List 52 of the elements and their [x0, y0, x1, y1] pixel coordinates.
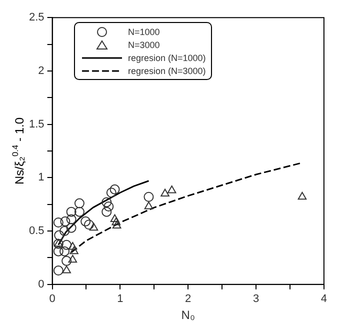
point	[54, 230, 64, 240]
point	[102, 197, 112, 208]
point	[53, 246, 64, 256]
y-tick-label: 2	[38, 64, 44, 77]
y-tick-label: 1	[38, 172, 44, 184]
legend-label: regresion (N=1000)	[128, 52, 206, 62]
legend-label: N=1000	[128, 26, 160, 36]
point	[102, 206, 112, 217]
point	[68, 242, 78, 250]
x-tick-label: 3	[252, 293, 260, 306]
legend-label: N=3000	[128, 40, 160, 50]
point	[66, 222, 76, 233]
point	[160, 188, 170, 196]
x-tick-label: 0	[49, 293, 56, 306]
point	[68, 254, 78, 263]
y-tick-label: 0.5	[28, 225, 44, 238]
line-series	[70, 162, 303, 254]
point	[144, 192, 154, 202]
point	[167, 185, 176, 194]
point	[74, 198, 84, 208]
y-axis-title: Ns/ξ₂0.4 - 1.0	[10, 117, 26, 185]
point	[106, 188, 116, 198]
x-tick-label: 2	[185, 293, 192, 306]
point	[53, 218, 64, 228]
y-tick-label: 2.5	[28, 12, 44, 24]
point	[80, 216, 91, 226]
x-tick-label: 4	[320, 293, 328, 306]
point	[112, 218, 121, 226]
point	[84, 220, 94, 230]
point	[60, 246, 70, 256]
point	[60, 216, 70, 226]
point	[104, 201, 114, 212]
point	[110, 214, 120, 222]
point	[62, 266, 71, 274]
point	[62, 240, 72, 250]
point	[74, 206, 84, 217]
point	[53, 266, 64, 276]
y-tick-label: 0	[38, 278, 44, 290]
x-tick-label: 1	[117, 293, 124, 306]
point	[70, 246, 78, 254]
point	[112, 220, 122, 228]
point	[66, 214, 76, 224]
legend-label: regresion (N=3000)	[128, 66, 206, 76]
x-axis-title: N₀	[181, 308, 195, 322]
point	[144, 201, 154, 210]
point	[89, 222, 98, 231]
point	[66, 206, 76, 217]
point	[60, 226, 70, 236]
point	[110, 184, 120, 194]
y-tick-label: 1.5	[28, 118, 44, 130]
point	[298, 192, 307, 200]
point	[62, 256, 72, 266]
